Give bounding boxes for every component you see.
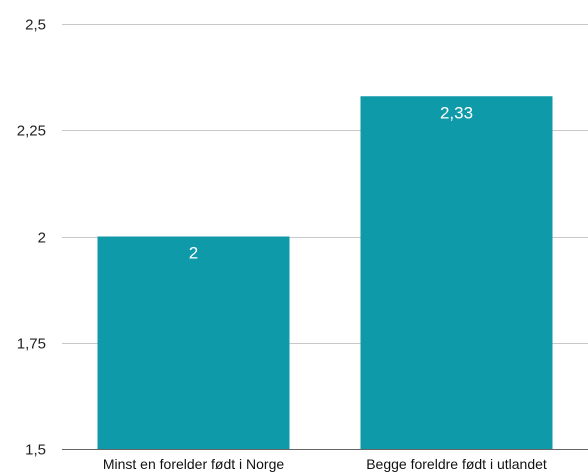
bar	[360, 96, 553, 449]
data-labels: 22,33	[189, 103, 473, 262]
bars	[97, 96, 553, 449]
x-category-label: Begge foreldre født i utlandet	[366, 456, 547, 472]
y-axis-tick-labels: 1,5 1,75 2 2,25 2,5	[17, 17, 46, 459]
y-tick-label: 2,5	[25, 17, 46, 34]
bar	[97, 236, 290, 449]
y-tick-label: 2,25	[17, 123, 46, 140]
y-tick-label: 1,75	[17, 336, 46, 353]
bar-value-label: 2,33	[440, 103, 473, 122]
x-category-label: Minst en forelder født i Norge	[103, 456, 285, 472]
x-axis-category-labels: Minst en forelder født i Norge Begge fore…	[103, 456, 547, 472]
y-tick-label: 2	[38, 230, 46, 247]
y-tick-label: 1,5	[25, 442, 46, 459]
bar-value-label: 2	[189, 244, 198, 263]
